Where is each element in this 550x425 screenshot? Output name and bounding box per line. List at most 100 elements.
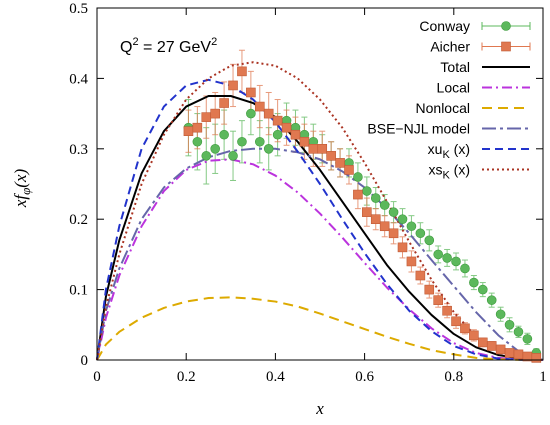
y-axis-title-sub: φ bbox=[18, 188, 33, 195]
conway-point-3 bbox=[210, 144, 220, 154]
aicher-point-33 bbox=[477, 337, 488, 348]
legend-label: Local bbox=[437, 80, 470, 96]
legend-label-suffix: (x) bbox=[450, 162, 470, 178]
x-tick-label: 0.8 bbox=[444, 369, 463, 385]
y-axis-title: xfφ(x) bbox=[11, 168, 33, 208]
legend-marker bbox=[501, 21, 511, 31]
aicher-point-0 bbox=[183, 126, 194, 136]
legend-label: Conway bbox=[419, 18, 470, 34]
conway-point-21 bbox=[370, 193, 381, 203]
aicher-point-25 bbox=[406, 256, 417, 267]
conway-point-20 bbox=[362, 186, 372, 196]
aicher-point-6 bbox=[237, 66, 247, 77]
aicher-point-14 bbox=[308, 144, 319, 154]
conway-point-19 bbox=[353, 172, 363, 182]
y-axis-title-suffix: (x) bbox=[11, 168, 30, 187]
aicher-point-19 bbox=[353, 189, 363, 200]
aicher-point-20 bbox=[362, 207, 372, 217]
conway-point-35 bbox=[495, 309, 506, 320]
legend-label-sub: K bbox=[442, 170, 450, 182]
conway-point-22 bbox=[379, 200, 390, 210]
aicher-point-18 bbox=[344, 165, 354, 175]
y-tick-label: 0.1 bbox=[69, 283, 88, 299]
aicher-point-17 bbox=[335, 158, 345, 168]
aicher-point-12 bbox=[290, 129, 301, 140]
q2-annotation-main: Q bbox=[120, 39, 132, 56]
conway-point-29 bbox=[442, 253, 452, 263]
conway-point-30 bbox=[451, 256, 461, 267]
conway-point-33 bbox=[477, 284, 488, 295]
legend-item-nonlocal: Nonlocal bbox=[416, 100, 530, 116]
conway-point-32 bbox=[469, 277, 479, 288]
conway-point-26 bbox=[415, 228, 426, 239]
legend-label-main: Aicher bbox=[430, 39, 470, 55]
legend-item-aicher: Aicher bbox=[430, 39, 531, 55]
legend-label-main: Total bbox=[440, 59, 470, 75]
conway-point-25 bbox=[406, 221, 417, 232]
legend-label-main: Conway bbox=[419, 18, 470, 34]
legend-label-main: xu bbox=[428, 141, 443, 157]
x-tick-label: 0 bbox=[93, 369, 101, 385]
curve-local bbox=[96, 158, 544, 361]
legend-label: Aicher bbox=[430, 39, 470, 55]
conway-point-24 bbox=[397, 214, 408, 224]
aicher-point-34 bbox=[486, 341, 497, 351]
aicher-point-15 bbox=[317, 144, 328, 154]
conway-point-34 bbox=[486, 295, 497, 305]
x-tick-label: 0.6 bbox=[355, 369, 374, 385]
aicher-point-1 bbox=[192, 122, 203, 133]
aicher-point-13 bbox=[299, 136, 310, 147]
legend-label: BSE−NJL model bbox=[367, 121, 470, 137]
aicher-point-29 bbox=[442, 305, 452, 316]
legend: Conway Aicher Total Local Nonlocal BSE−NJL mo… bbox=[367, 18, 531, 182]
y-tick-label: 0.2 bbox=[69, 212, 88, 228]
aicher-point-26 bbox=[415, 270, 426, 281]
x-tick-label: 0.2 bbox=[177, 369, 196, 385]
aicher-point-4 bbox=[219, 98, 229, 108]
aicher-point-37 bbox=[513, 349, 524, 360]
conway-point-38 bbox=[522, 334, 533, 344]
aicher-point-9 bbox=[263, 108, 274, 119]
legend-label-main: Local bbox=[437, 80, 470, 96]
conway-point-23 bbox=[388, 207, 399, 217]
y-tick-label: 0.3 bbox=[69, 142, 88, 158]
aicher-point-28 bbox=[433, 295, 443, 305]
aicher-point-16 bbox=[326, 151, 336, 161]
aicher-point-7 bbox=[246, 87, 256, 98]
aicher-point-5 bbox=[228, 80, 238, 91]
aicher-point-32 bbox=[469, 330, 479, 341]
legend-label-sub: K bbox=[442, 149, 450, 161]
legend-label: xsK (x) bbox=[428, 162, 470, 182]
legend-item-conway: Conway bbox=[419, 18, 531, 34]
aicher-point-35 bbox=[495, 344, 506, 355]
conway-point-27 bbox=[424, 235, 435, 246]
legend-item-total: Total bbox=[440, 59, 530, 75]
y-tick-label: 0.5 bbox=[69, 1, 88, 17]
aicher-point-31 bbox=[460, 323, 470, 334]
aicher-point-36 bbox=[504, 348, 515, 358]
plot-frame bbox=[96, 7, 544, 361]
legend-label-main: xs bbox=[428, 162, 442, 178]
conway-point-37 bbox=[513, 327, 524, 337]
aicher-point-8 bbox=[254, 101, 265, 112]
aicher-point-11 bbox=[281, 122, 292, 133]
conway-point-1 bbox=[192, 136, 203, 147]
curves bbox=[96, 61, 544, 361]
aicher-point-22 bbox=[379, 221, 390, 232]
y-tick-label: 0.4 bbox=[69, 71, 88, 87]
aicher-point-21 bbox=[370, 214, 381, 224]
q2-annotation-mid: = 27 GeV bbox=[139, 39, 212, 56]
x-tick-label: 1 bbox=[539, 369, 547, 385]
legend-label: Total bbox=[440, 59, 470, 75]
conway-point-9 bbox=[263, 144, 274, 154]
legend-item-xsk: xsK (x) bbox=[428, 162, 530, 182]
conway-point-10 bbox=[272, 129, 283, 140]
conway-point-31 bbox=[460, 263, 470, 274]
aicher-point-10 bbox=[272, 115, 283, 126]
x-axis-title: x bbox=[315, 399, 324, 418]
conway-point-5 bbox=[228, 151, 238, 161]
legend-item-xuk: xuK (x) bbox=[428, 141, 530, 161]
legend-label-suffix: (x) bbox=[450, 141, 470, 157]
data-markers bbox=[183, 66, 542, 363]
